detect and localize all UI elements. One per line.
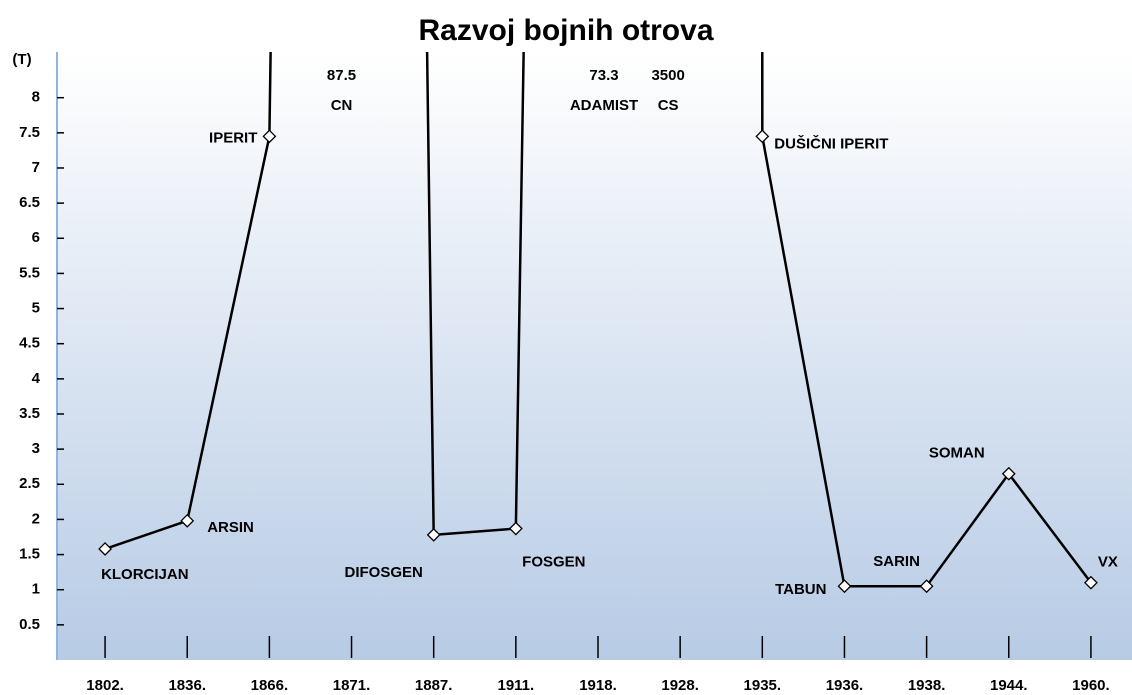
y-tick-label: 3 [32,440,40,457]
y-tick-label: 0.5 [19,616,40,633]
x-tick-label: 1944. [990,677,1028,694]
x-tick-label: 1918. [579,677,617,694]
y-tick-label: 1 [32,581,40,598]
x-tick-label: 1938. [908,677,946,694]
x-tick-label: 1935. [744,677,782,694]
point-label: VX [1098,554,1118,571]
point-label: CN [331,97,353,114]
point-label: FOSGEN [522,554,585,571]
y-tick-label: 7 [32,159,40,176]
y-tick-label: 2 [32,510,40,527]
marker [1001,466,1016,481]
y-tick-label: 5.5 [19,264,40,281]
y-tick-label: 3.5 [19,405,40,422]
y-tick-label: 8 [32,89,40,106]
point-label: IPERIT [209,129,257,146]
point-label: DIFOSGEN [345,564,423,581]
x-tick-label: 1802. [86,677,124,694]
y-tick-label: 4.5 [19,335,40,352]
point-label: SARIN [873,553,920,570]
marker [837,579,852,594]
value-label: 73.3 [589,67,618,84]
x-tick-label: 1866. [251,677,289,694]
value-label: 3500 [651,67,684,84]
marker [426,527,441,542]
y-tick-label: 1.5 [19,546,40,563]
y-axis-label: (T) [12,51,31,68]
point-label: TABUN [775,581,826,598]
point-label: KLORCIJAN [101,566,189,583]
point-label: ARSIN [207,519,254,536]
point-label: DUŠIČNI IPERIT [774,134,888,152]
y-tick-label: 4 [32,370,41,387]
x-tick-label: 1928. [661,677,699,694]
x-tick-label: 1911. [497,677,534,694]
x-tick-label: 1936. [826,677,864,694]
chart-title: Razvoj bojnih otrova [418,14,713,47]
marker [98,542,112,556]
y-tick-label: 6.5 [19,194,40,211]
x-tick-label: 1960. [1072,677,1110,694]
x-tick-label: 1887. [415,677,453,694]
marker [919,579,934,594]
marker [1084,575,1098,590]
y-tick-label: 2.5 [19,475,40,492]
y-tick-label: 7.5 [19,124,40,141]
point-label: SOMAN [929,445,985,462]
point-label: CS [658,97,679,114]
y-tick-label: 6 [32,229,40,246]
x-tick-label: 1836. [168,677,206,694]
marker [262,129,277,144]
point-label: ADAMIST [570,97,638,114]
y-tick-label: 5 [32,300,40,317]
plot-clip [98,52,1098,594]
marker [755,129,770,144]
marker [508,521,523,536]
marker [180,513,195,528]
value-label: 87.5 [327,67,356,84]
x-tick-label: 1871. [333,677,371,694]
plot-area [57,52,1132,660]
